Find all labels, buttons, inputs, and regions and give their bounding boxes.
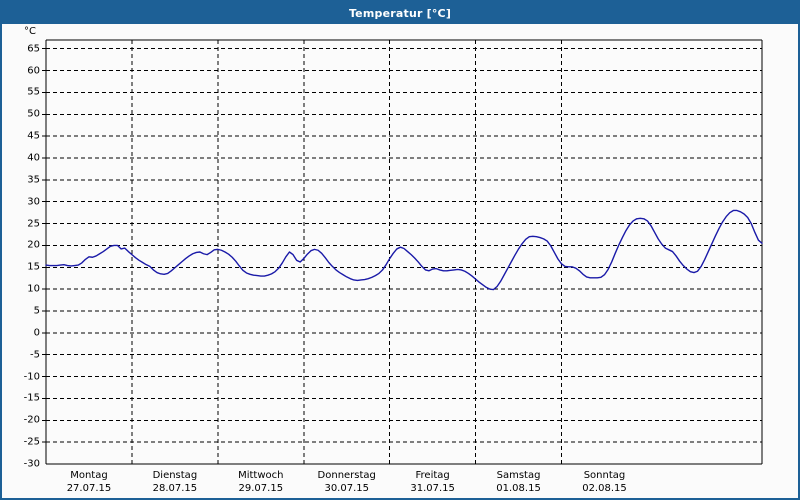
x-tick-label-group: Freitag 31.07.15 (410, 469, 455, 495)
y-tick-label: 10 (27, 283, 40, 295)
x-tick-label-group: Samstag 01.08.15 (496, 469, 541, 495)
y-tick-label: 20 (27, 239, 40, 251)
y-tick-label: 40 (27, 152, 40, 164)
y-tick-label: -15 (23, 392, 40, 404)
y-tick-label: 55 (27, 86, 40, 98)
y-tick-label: -20 (23, 414, 40, 426)
x-tick-date: 27.07.15 (66, 483, 112, 494)
y-tick-label: -5 (30, 349, 40, 361)
x-tick-date: 01.08.15 (496, 483, 541, 494)
y-tick-label: 30 (27, 196, 40, 208)
x-tick-date: 29.07.15 (238, 483, 284, 494)
x-tick-day-name: Sonntag (583, 470, 626, 481)
x-tick-label-group: Donnerstag 30.07.15 (318, 469, 376, 495)
y-tick-label: 65 (27, 43, 40, 55)
x-tick-day-name: Mittwoch (238, 470, 284, 481)
y-tick-label: 15 (27, 261, 40, 273)
y-tick-label: 25 (27, 218, 40, 230)
x-tick-day-name: Montag (70, 470, 108, 481)
x-tick-label-group: Dienstag 28.07.15 (153, 469, 198, 495)
x-tick-day-name: Freitag (415, 470, 450, 481)
y-tick-label: -30 (23, 458, 40, 470)
y-tick-label: 60 (27, 65, 40, 77)
y-tick-label: 0 (33, 327, 40, 339)
y-tick-label: -10 (23, 371, 40, 383)
y-axis-unit-label: °C (24, 26, 36, 37)
y-tick-label: 35 (27, 174, 40, 186)
y-tick-label: 5 (33, 305, 40, 317)
x-tick-label-group: Sonntag 02.08.15 (582, 469, 627, 495)
page-title: Temperatur [°C] (348, 6, 452, 20)
x-tick-date: 02.08.15 (582, 483, 627, 494)
x-tick-day-name: Donnerstag (317, 470, 376, 481)
x-tick-date: 28.07.15 (152, 483, 198, 494)
temperature-series-line (45, 209, 763, 291)
x-tick-label-group: Montag 27.07.15 (67, 469, 112, 495)
x-tick-date: 30.07.15 (324, 483, 369, 494)
plot-area (42, 39, 763, 465)
x-tick-day-name: Dienstag (152, 470, 198, 481)
y-tick-label: 50 (27, 108, 40, 120)
x-tick-label-group: Mittwoch 29.07.15 (238, 469, 283, 495)
x-tick-day-name: Samstag (496, 470, 541, 481)
window-title-bar: Temperatur [°C] (2, 2, 798, 24)
y-tick-label: 45 (27, 130, 40, 142)
y-tick-label: -25 (23, 436, 40, 448)
chart-canvas: °C 65 60 55 50 45 40 35 30 25 20 15 10 5 0 -5 -10 -15 -20… (2, 24, 798, 498)
x-tick-date: 31.07.15 (410, 483, 455, 494)
